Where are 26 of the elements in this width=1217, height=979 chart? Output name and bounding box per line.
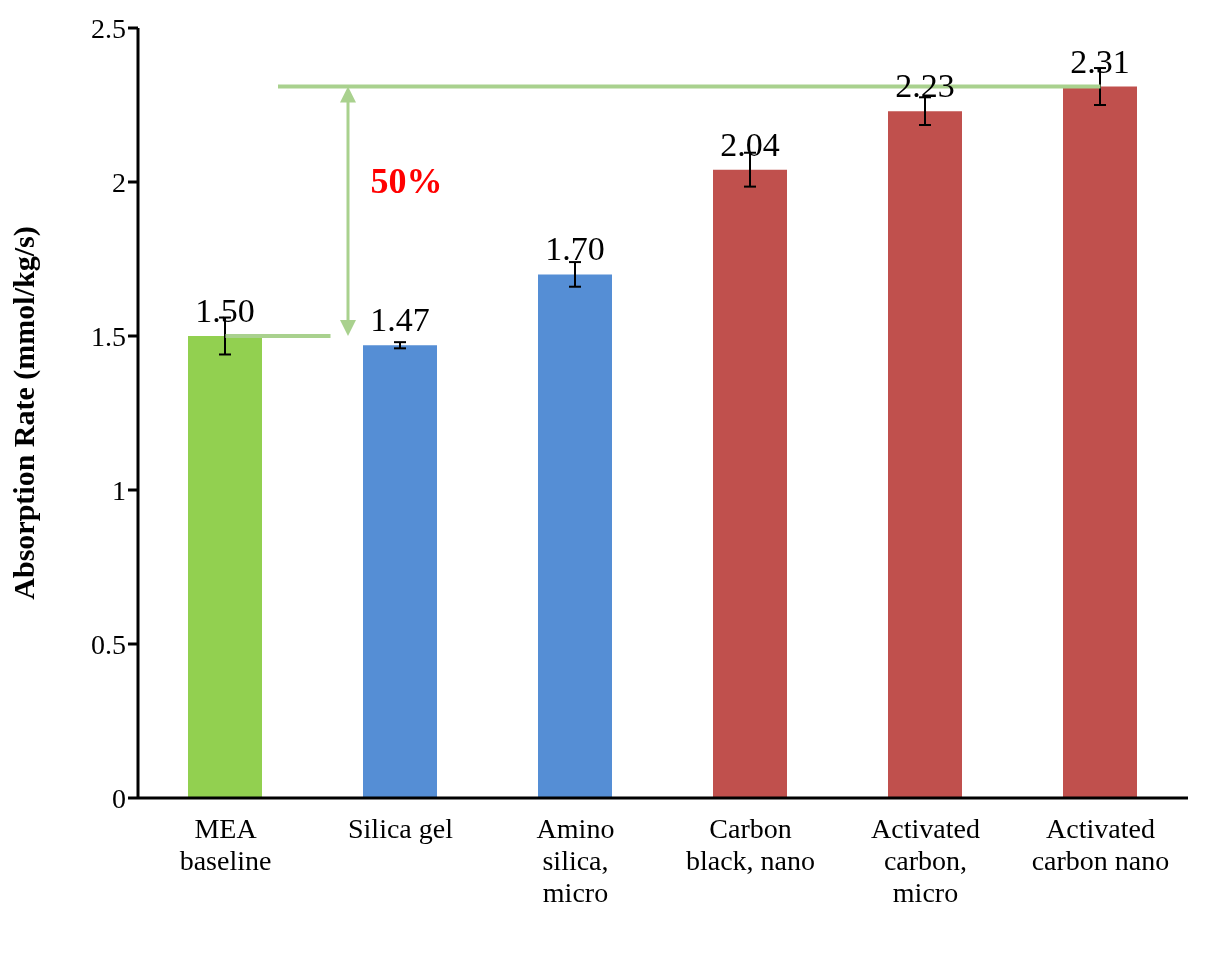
annotation: 50% <box>370 161 443 202</box>
bar <box>888 111 962 798</box>
data-label: 1.47 <box>370 301 430 339</box>
data-label: 2.23 <box>895 67 955 105</box>
data-label: 2.04 <box>720 125 780 163</box>
bar <box>1063 86 1137 798</box>
y-tick-label: 0 <box>112 782 126 814</box>
data-label: 1.70 <box>545 230 605 268</box>
x-tick-label: Activated carbon, micro <box>871 813 980 908</box>
bar <box>188 336 262 798</box>
y-axis-title: Absorption Rate (mmol/kg/s) <box>6 226 41 600</box>
x-tick-label: Activated carbon nano <box>1031 813 1170 876</box>
bar <box>538 274 612 798</box>
data-label: 1.50 <box>195 292 255 329</box>
bar <box>363 345 437 798</box>
x-tick-label: MEA baseline <box>179 813 272 876</box>
y-tick-label: 2 <box>112 166 126 198</box>
y-tick-label: 1 <box>112 474 126 506</box>
y-tick-label: 0.5 <box>91 628 126 660</box>
y-tick-label: 2.5 <box>91 12 126 44</box>
x-tick-label: Silica gel <box>348 813 454 844</box>
y-tick-label: 1.5 <box>91 320 126 352</box>
x-tick-label: Amino silica, micro <box>536 813 615 908</box>
bar <box>713 169 787 798</box>
data-label: 2.31 <box>1070 42 1130 80</box>
x-tick-label: Carbon black, nano <box>685 813 816 876</box>
